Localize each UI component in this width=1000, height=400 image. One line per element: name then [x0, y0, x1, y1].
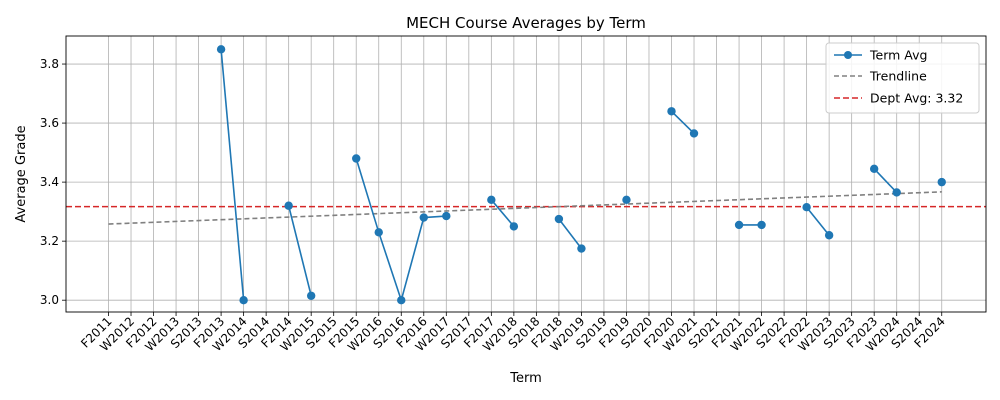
term-avg-point: [689, 129, 699, 138]
term-avg-point: [352, 154, 361, 163]
term-avg-point: [239, 295, 248, 305]
series-layer: [216, 45, 946, 305]
plot-frame: [65, 35, 987, 313]
y-tick-label: 3.2: [40, 234, 59, 248]
term-avg-point: [509, 222, 519, 231]
y-tick-label: 3.4: [40, 175, 59, 189]
term-avg-segment: [670, 110, 695, 134]
term-avg-point: [554, 214, 564, 224]
term-avg-point: [622, 195, 631, 205]
chart-title: MECH Course Averages by Term: [406, 14, 646, 32]
grid-layer: [66, 36, 986, 312]
legend: Term Avg Trendline Dept Avg: 3.32: [825, 42, 980, 114]
y-tick-label: 3.6: [40, 116, 59, 130]
term-avg-point: [892, 188, 901, 197]
term-avg-point: [802, 203, 811, 212]
term-avg-point: [734, 220, 744, 230]
term-avg-point: [419, 213, 428, 222]
term-avg-segment: [287, 205, 312, 296]
legend-label-term-avg: Term Avg: [869, 48, 927, 63]
term-avg-point: [937, 177, 946, 187]
term-avg-point: [667, 107, 676, 116]
term-avg-point: [869, 164, 879, 174]
term-avg-segment: [873, 168, 898, 194]
term-avg-point: [306, 291, 316, 300]
legend-label-trendline: Trendline: [869, 69, 927, 84]
term-avg-segment: [220, 49, 245, 301]
term-avg-point: [824, 231, 834, 240]
term-avg-point: [757, 220, 766, 230]
x-axis-title: Term: [509, 371, 542, 386]
term-avg-segment: [558, 218, 583, 250]
term-avg-point: [216, 45, 226, 54]
term-avg-segment: [805, 206, 830, 236]
legend-label-dept-avg: Dept Avg: 3.32: [870, 91, 963, 106]
term-avg-point: [284, 201, 293, 210]
term-avg-point: [487, 195, 496, 205]
term-avg-point: [442, 211, 451, 221]
term-avg-segment: [490, 199, 515, 227]
y-axis-title: Average Grade: [14, 125, 29, 222]
term-avg-point: [577, 244, 586, 253]
trendline: [108, 191, 942, 225]
term-avg-point: [397, 295, 406, 305]
y-tick-label: 3.8: [40, 57, 59, 71]
y-tick-label: 3.0: [40, 293, 59, 307]
trendline-layer: [108, 191, 942, 225]
term-avg-point: [374, 228, 383, 237]
legend-marker-term-avg: [844, 51, 852, 59]
legend-box: [825, 42, 980, 114]
